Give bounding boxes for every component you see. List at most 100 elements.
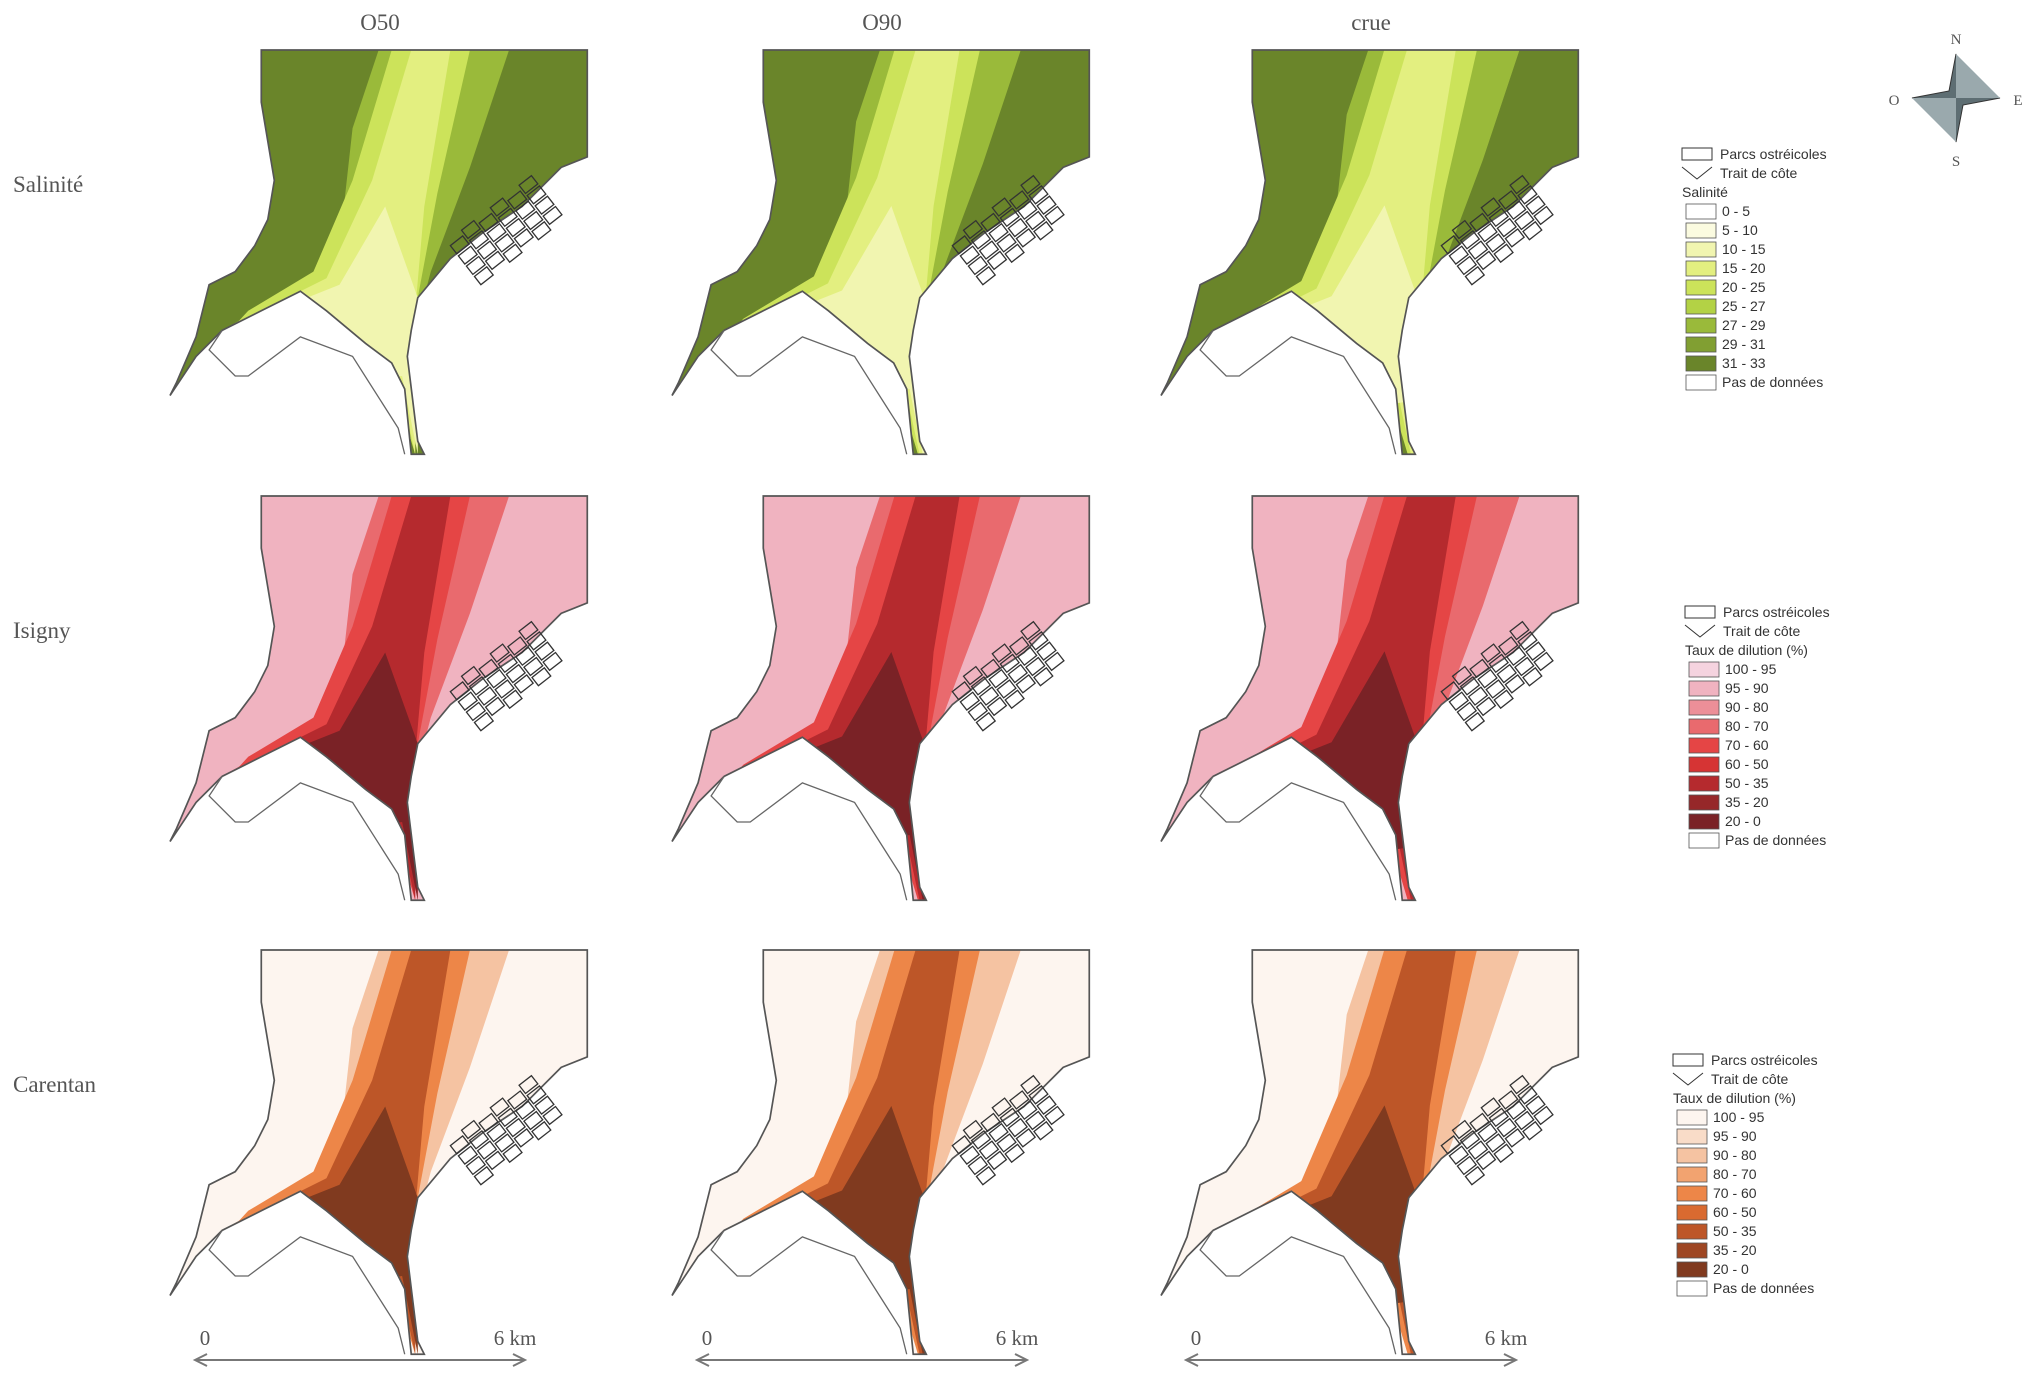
legend-class: 29 - 31: [1722, 336, 1766, 352]
oyster-park: [514, 229, 533, 247]
map-water: [1135, 924, 1578, 1373]
legend-class: 35 - 20: [1713, 1242, 1757, 1258]
oyster-park: [474, 267, 493, 285]
oyster-park: [976, 1167, 995, 1185]
oyster-park: [1026, 212, 1045, 230]
column-title: crue: [1351, 10, 1391, 35]
map-panel: [1135, 24, 1578, 493]
legend-class: 70 - 60: [1713, 1185, 1757, 1201]
legend-class: 27 - 29: [1722, 317, 1766, 333]
oyster-park: [1505, 1129, 1524, 1147]
legend-swatch: [1677, 1167, 1707, 1182]
compass-s: S: [1952, 154, 1960, 170]
legend-swatch: [1677, 1129, 1707, 1144]
scale-start: 0: [702, 1326, 713, 1350]
oyster-park: [1465, 1167, 1484, 1185]
oyster-park: [514, 675, 533, 693]
oyster-park: [1005, 244, 1024, 262]
oyster-park: [1526, 196, 1545, 214]
oyster-park: [532, 668, 551, 686]
scale-end: 6 km: [494, 1326, 537, 1350]
oyster-park: [1477, 251, 1496, 269]
oyster-park: [1494, 244, 1513, 262]
oyster-park: [968, 703, 987, 721]
legend-swatch: [1686, 337, 1716, 352]
map-water: [170, 50, 587, 467]
oyster-park: [1486, 680, 1505, 698]
legend-swatch: [1689, 814, 1719, 829]
legend-class: 90 - 80: [1713, 1147, 1757, 1163]
oyster-park: [1505, 229, 1524, 247]
oyster-park: [524, 1112, 543, 1130]
column-title: O90: [862, 10, 902, 35]
legend-class: 20 - 0: [1713, 1261, 1749, 1277]
oyster-park: [503, 1144, 522, 1162]
legend-class: 80 - 70: [1725, 718, 1769, 734]
oyster-park: [543, 652, 562, 670]
oyster-park: [514, 1129, 533, 1147]
oyster-park: [980, 241, 999, 259]
oyster-park: [1469, 241, 1488, 259]
map-panel: [659, 937, 1089, 1373]
legend-coast-icon: [1682, 167, 1712, 179]
legend-swatch: [1677, 1224, 1707, 1239]
map-panel: [170, 50, 587, 467]
legend-class: 20 - 25: [1722, 279, 1766, 295]
legend-class: 20 - 0: [1725, 813, 1761, 829]
oyster-park: [1526, 642, 1545, 660]
oyster-park: [1515, 658, 1534, 676]
oyster-park: [474, 1167, 493, 1185]
oyster-park: [532, 222, 551, 240]
legend-coast: Trait de côte: [1723, 623, 1801, 639]
map-water: [170, 496, 587, 913]
legend-swatch: [1689, 700, 1719, 715]
oyster-park: [478, 241, 497, 259]
legend-swatch: [1689, 662, 1719, 677]
legend-class: 50 - 35: [1725, 775, 1769, 791]
compass: N S E O: [1889, 32, 2023, 170]
legend-swatch: [1686, 280, 1716, 295]
oyster-park: [1469, 687, 1488, 705]
legend-class: 31 - 33: [1722, 355, 1766, 371]
legend-class: 100 - 95: [1725, 661, 1777, 677]
oyster-park: [466, 1157, 485, 1175]
legend-class: 10 - 15: [1722, 241, 1766, 257]
legend-class: 25 - 27: [1722, 298, 1766, 314]
oyster-park: [988, 697, 1007, 715]
legend-class: 100 - 95: [1713, 1109, 1765, 1125]
oyster-park: [1523, 222, 1542, 240]
legend-swatch: [1689, 833, 1719, 848]
oyster-park: [1008, 665, 1027, 683]
oyster-park: [1034, 1122, 1053, 1140]
legend-title: Salinité: [1682, 184, 1728, 200]
oyster-park: [1016, 229, 1035, 247]
oyster-park: [1465, 713, 1484, 731]
oyster-park: [1505, 675, 1524, 693]
oyster-park: [1497, 1119, 1516, 1137]
oyster-park: [1515, 212, 1534, 230]
legend-swatch: [1686, 299, 1716, 314]
oyster-park: [543, 1106, 562, 1124]
oyster-park: [1034, 668, 1053, 686]
oyster-park: [1494, 1144, 1513, 1162]
oyster-park: [503, 690, 522, 708]
oyster-park: [486, 697, 505, 715]
oyster-park: [968, 257, 987, 275]
oyster-park: [478, 1141, 497, 1159]
legend-swatch: [1686, 242, 1716, 257]
oyster-park: [506, 665, 525, 683]
legend-swatch: [1677, 1205, 1707, 1220]
legend-coast-icon: [1685, 625, 1715, 637]
scale-end: 6 km: [1485, 1326, 1528, 1350]
oyster-park: [486, 1151, 505, 1169]
scale-start: 0: [1191, 1326, 1202, 1350]
legend-coast: Trait de côte: [1720, 165, 1798, 181]
oyster-park: [1037, 642, 1056, 660]
oyster-park: [997, 234, 1016, 252]
legend-parks: Parcs ostréicoles: [1720, 146, 1827, 162]
scale-end: 6 km: [996, 1326, 1039, 1350]
row-label: Isigny: [13, 618, 71, 643]
oyster-park: [495, 234, 514, 252]
oyster-park: [1515, 1112, 1534, 1130]
oyster-park: [980, 687, 999, 705]
